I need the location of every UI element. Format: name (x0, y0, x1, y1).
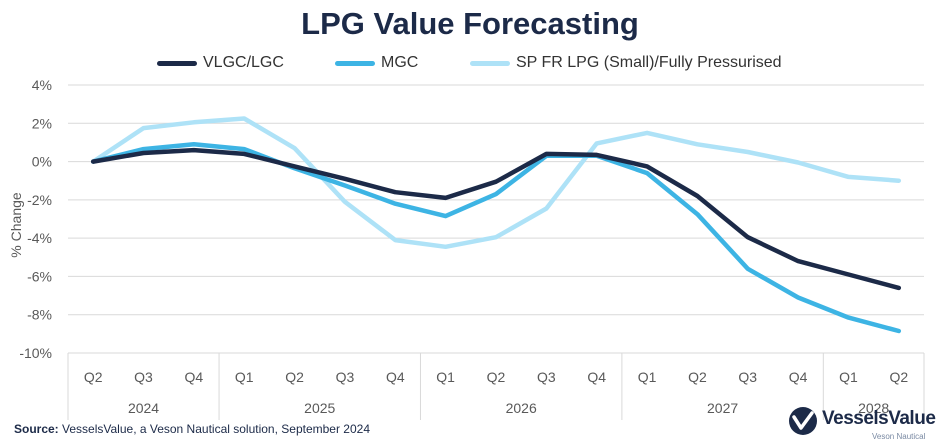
series-line (90, 147, 902, 291)
legend-label-mgc: MGC (381, 54, 419, 71)
logo-subtext: Veson Nautical (872, 432, 926, 441)
x-group-label: 2027 (707, 400, 738, 416)
x-tick-label: Q4 (587, 369, 606, 385)
y-tick-label: 2% (32, 115, 52, 131)
chart-title: LPG Value Forecasting (301, 6, 639, 41)
legend: VLGC/LGC MGC SP FR LPG (Small)/Fully Pre… (0, 52, 940, 74)
series-line (90, 116, 902, 250)
y-axis-title: % Change (8, 192, 24, 258)
x-tick-label: Q3 (134, 369, 153, 385)
y-tick-label: -2% (27, 192, 52, 208)
legend-swatch-vlgc (157, 60, 197, 66)
x-tick-label: Q2 (487, 369, 506, 385)
x-tick-label: Q2 (889, 369, 908, 385)
x-group-label: 2024 (128, 400, 159, 416)
x-tick-label: Q4 (185, 369, 204, 385)
legend-item-spfr: SP FR LPG (Small)/Fully Pressurised (470, 52, 782, 74)
x-group-label: 2026 (506, 400, 537, 416)
y-tick-label: -8% (27, 307, 52, 323)
source-text: VesselsValue, a Veson Nautical solution,… (62, 422, 371, 436)
x-tick-label: Q4 (386, 369, 405, 385)
x-tick-label: Q1 (638, 369, 657, 385)
x-tick-label: Q2 (285, 369, 304, 385)
x-tick-label: Q2 (84, 369, 103, 385)
legend-item-vlgc: VLGC/LGC (157, 52, 284, 74)
series-line (90, 142, 902, 334)
x-tick-label: Q1 (436, 369, 455, 385)
source-label: Source: (14, 422, 59, 436)
y-tick-label: 0% (32, 154, 52, 170)
x-group-label: 2025 (304, 400, 335, 416)
x-tick-label: Q3 (738, 369, 757, 385)
x-tick-label: Q3 (336, 369, 355, 385)
x-tick-label: Q1 (235, 369, 254, 385)
vesselsvalue-logo: VesselsValue Veson Nautical (786, 404, 936, 442)
x-tick-label: Q1 (839, 369, 858, 385)
x-tick-label: Q2 (688, 369, 707, 385)
source-note: Source: VesselsValue, a Veson Nautical s… (14, 422, 370, 436)
x-tick-label: Q3 (537, 369, 556, 385)
y-tick-label: -10% (19, 345, 52, 361)
legend-swatch-mgc (335, 60, 375, 66)
logo-mark-icon (789, 407, 817, 435)
legend-item-mgc: MGC (335, 52, 418, 74)
y-tick-label: 4% (32, 77, 52, 93)
legend-label-vlgc: VLGC/LGC (203, 54, 284, 71)
x-group-label: 2028 (858, 400, 889, 416)
legend-label-spfr: SP FR LPG (Small)/Fully Pressurised (516, 54, 782, 71)
logo-text: VesselsValue (822, 408, 936, 429)
x-tick-label: Q4 (789, 369, 808, 385)
y-tick-label: -4% (27, 230, 52, 246)
y-tick-label: -6% (27, 268, 52, 284)
legend-swatch-spfr (470, 60, 510, 66)
